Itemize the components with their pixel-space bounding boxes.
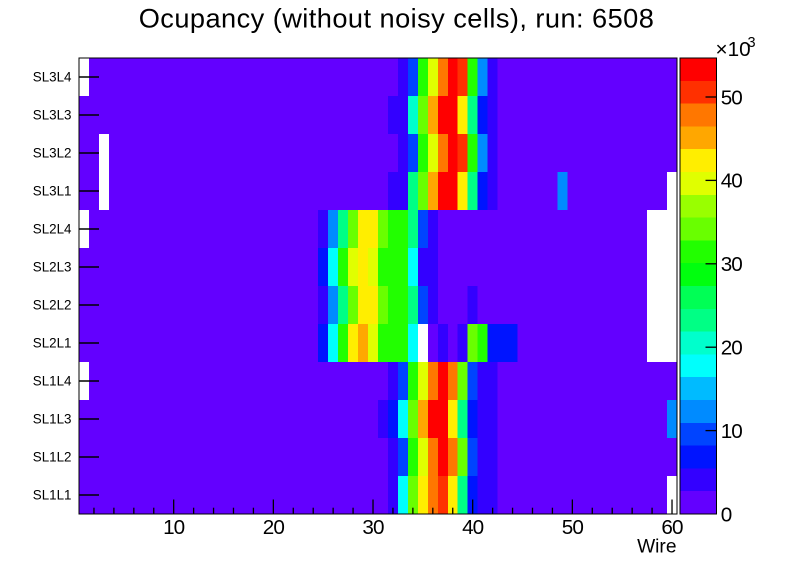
svg-text:0: 0 [721, 503, 733, 526]
svg-text:50: 50 [562, 516, 584, 539]
svg-text:50: 50 [721, 86, 743, 109]
svg-text:40: 40 [462, 516, 484, 539]
svg-text:SL1L3: SL1L3 [33, 412, 72, 427]
svg-text:30: 30 [362, 516, 384, 539]
svg-text:Ocupancy (without noisy cells): Ocupancy (without noisy cells), run: 650… [139, 2, 655, 33]
svg-text:SL3L2: SL3L2 [33, 146, 72, 161]
svg-text:SL2L3: SL2L3 [33, 260, 72, 275]
svg-text:SL1L2: SL1L2 [33, 450, 72, 465]
svg-text:SL2L1: SL2L1 [33, 336, 72, 351]
svg-text:Wire: Wire [637, 536, 676, 557]
svg-text:30: 30 [721, 253, 743, 276]
svg-text:10: 10 [721, 420, 743, 443]
svg-text:SL3L4: SL3L4 [33, 70, 72, 85]
svg-text:SL1L1: SL1L1 [33, 488, 72, 503]
svg-text:10: 10 [163, 516, 185, 539]
svg-text:SL3L1: SL3L1 [33, 184, 72, 199]
svg-text:×10: ×10 [716, 38, 751, 61]
svg-text:SL1L4: SL1L4 [33, 374, 72, 389]
svg-text:3: 3 [748, 35, 756, 51]
svg-text:60: 60 [661, 516, 683, 539]
svg-text:SL3L3: SL3L3 [33, 108, 72, 123]
svg-text:40: 40 [721, 170, 743, 193]
svg-text:SL2L2: SL2L2 [33, 298, 72, 313]
svg-text:20: 20 [721, 337, 743, 360]
svg-text:20: 20 [263, 516, 285, 539]
svg-text:SL2L4: SL2L4 [33, 222, 72, 237]
